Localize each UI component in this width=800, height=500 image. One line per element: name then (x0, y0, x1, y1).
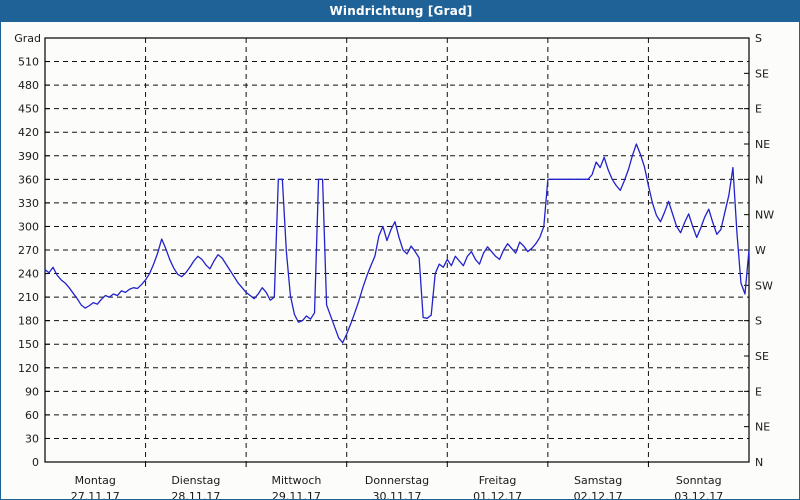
y-tick-label-left: 150 (18, 338, 39, 351)
y-tick-label-right: SW (755, 279, 773, 292)
y-tick-label-right: NE (755, 138, 770, 151)
window-title-bar: Windrichtung [Grad] (1, 1, 799, 22)
y-tick-label-left: 480 (18, 79, 39, 92)
y-tick-label-right: NW (755, 209, 774, 222)
y-tick-label-right: W (755, 244, 766, 257)
chart-plot-area: 0 30 60 90 120 150 180 210 240 270 300 330 360 390 420… (1, 22, 799, 500)
y-tick-label-left: 90 (25, 385, 39, 398)
y-tick-label-left: 210 (18, 291, 39, 304)
x-tick-label-day: Samstag (574, 474, 622, 487)
x-tick-label-date: 02.12.17 (574, 490, 623, 500)
x-tick-label-date: 01.12.17 (473, 490, 522, 500)
x-tick-label-date: 29.11.17 (272, 490, 321, 500)
wind-direction-line-chart: 0 30 60 90 120 150 180 210 240 270 300 330 360 390 420… (1, 22, 799, 500)
y-tick-label-left: 330 (18, 197, 39, 210)
y-tick-label-right: SE (755, 350, 769, 363)
y-tick-label-right: SE (755, 67, 769, 80)
x-tick-label-day: Montag (75, 474, 116, 487)
x-tick-label-date: 30.11.17 (373, 490, 422, 500)
y-tick-label-left: 120 (18, 362, 39, 375)
y-axis-left-labels: 0 30 60 90 120 150 180 210 240 270 300 330 360 390 420… (18, 56, 39, 469)
y-tick-label-right: E (755, 385, 762, 398)
y-tick-label-left: 270 (18, 244, 39, 257)
y-axis-right-labels: N NE E SE S SW W NW N NE E SE S (755, 32, 774, 469)
y-tick-label-right: E (755, 103, 762, 116)
y-tick-label-left: 300 (18, 220, 39, 233)
y-tick-label-right: NE (755, 421, 770, 434)
y-tick-label-right: N (755, 173, 763, 186)
y-tick-label-left: 420 (18, 126, 39, 139)
wind-direction-series-line (44, 143, 750, 344)
x-tick-label-date: 03.12.17 (674, 490, 723, 500)
y-tick-label-left: 510 (18, 56, 39, 69)
x-tick-label-day: Donnerstag (365, 474, 429, 487)
y-tick-label-left: 30 (25, 432, 39, 445)
y-tick-label-left: 360 (18, 173, 39, 186)
x-tick-label-day: Mittwoch (271, 474, 321, 487)
vertical-gridlines (145, 38, 649, 467)
y-tick-label-left: 240 (18, 268, 39, 281)
y-tick-label-left: 0 (32, 456, 39, 469)
y-tick-label-right: S (755, 315, 762, 328)
x-tick-label-date: 28.11.17 (171, 490, 220, 500)
y-tick-label-right: N (755, 456, 763, 469)
y-tick-label-left: 390 (18, 150, 39, 163)
y-tick-label-right: S (755, 32, 762, 45)
x-axis-labels: Montag 27.11.17 Dienstag 28.11.17 Mittwoch 29… (71, 474, 723, 500)
y-axis-left-ticks (45, 61, 50, 463)
y-tick-label-left: 450 (18, 103, 39, 116)
y-tick-label-left: 180 (18, 315, 39, 328)
chart-background (1, 22, 799, 499)
y-axis-unit-label: Grad (14, 32, 41, 45)
y-tick-label-left: 60 (25, 409, 39, 422)
x-tick-label-day: Dienstag (171, 474, 220, 487)
x-tick-label-day: Sonntag (676, 474, 722, 487)
x-tick-label-date: 27.11.17 (71, 490, 120, 500)
x-tick-label-day: Freitag (479, 474, 517, 487)
